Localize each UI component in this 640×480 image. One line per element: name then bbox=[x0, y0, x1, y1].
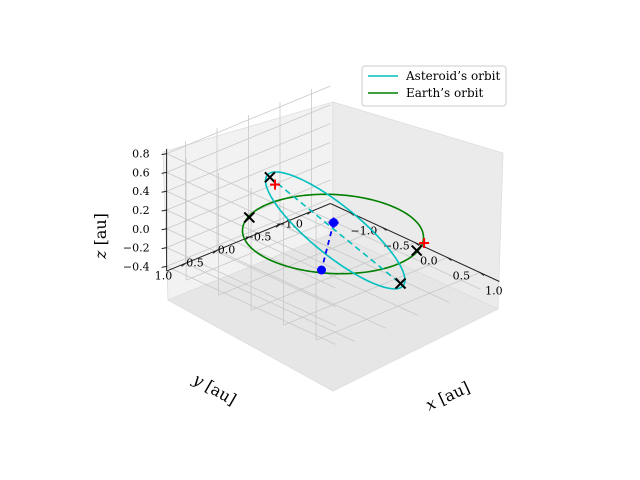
y-tick-label: 0.0 bbox=[218, 243, 236, 256]
y-tick bbox=[307, 210, 312, 215]
grid-floor-y bbox=[216, 249, 387, 329]
z-tick bbox=[161, 265, 167, 268]
z-tick bbox=[161, 209, 167, 212]
grid-wall-z-right bbox=[166, 190, 336, 270]
y-tick-label: −1.0 bbox=[276, 217, 303, 230]
grid-wall-z-left bbox=[166, 104, 331, 173]
z-tick bbox=[161, 190, 167, 193]
grid-wall-z-left bbox=[166, 198, 331, 267]
x-tick bbox=[382, 227, 387, 231]
grid-floor-y bbox=[311, 210, 481, 290]
x-marker bbox=[243, 211, 256, 224]
floor-pane bbox=[167, 232, 499, 392]
z-tick bbox=[161, 228, 167, 231]
blue-point-marker bbox=[317, 265, 326, 275]
grid-lines bbox=[166, 85, 481, 345]
grid-wall-z-right bbox=[166, 266, 336, 345]
tick-labels: −1.0−0.50.00.51.0−1.0−0.50.00.51.0−0.4−0… bbox=[123, 148, 503, 298]
x-tick-label: 0.0 bbox=[420, 255, 438, 268]
y-tick-label: 1.0 bbox=[155, 269, 173, 282]
x-marker bbox=[410, 244, 423, 257]
orbit-markers bbox=[243, 171, 430, 290]
grid-floor-y bbox=[248, 236, 418, 316]
grid-wall-z-left bbox=[166, 123, 331, 192]
grid-wall-z-right bbox=[166, 228, 336, 308]
x-tick bbox=[479, 272, 485, 276]
grid-wall-z-right bbox=[166, 247, 336, 326]
grid-wall-z-right bbox=[166, 172, 336, 251]
x-marker bbox=[394, 277, 407, 290]
z-tick-label: 0.6 bbox=[132, 166, 150, 179]
x-marker bbox=[264, 171, 276, 184]
axis-lines bbox=[161, 148, 500, 282]
z-tick-label: 0.4 bbox=[132, 185, 150, 198]
grid-wall-z-left bbox=[166, 85, 331, 154]
grid-wall-z-left bbox=[166, 179, 331, 248]
z-tick-label: −0.4 bbox=[123, 260, 150, 273]
grid-wall-z-right bbox=[166, 153, 336, 232]
z-tick-label: 0.8 bbox=[132, 148, 150, 161]
z-tick bbox=[161, 153, 167, 156]
z-tick-label: 0.2 bbox=[132, 204, 150, 217]
y-tick bbox=[212, 249, 218, 254]
grid-wall-z-left bbox=[166, 142, 331, 211]
x-tick bbox=[414, 242, 420, 246]
grid-wall-z-right bbox=[166, 209, 336, 289]
z-tick-label: 0.0 bbox=[132, 223, 150, 236]
z-tick bbox=[161, 247, 167, 250]
x-tick-label: −1.0 bbox=[351, 225, 378, 238]
blue-dashed-line bbox=[320, 222, 335, 271]
y-tick-label: −0.5 bbox=[245, 230, 272, 243]
grid-wall-z-left bbox=[166, 160, 331, 230]
z-tick-label: −0.2 bbox=[123, 242, 150, 255]
legend: Asteroid’s orbit Earth’s orbit bbox=[361, 65, 507, 107]
earth-orbit-line bbox=[241, 193, 425, 275]
x-tick-label: 0.5 bbox=[453, 270, 471, 283]
legend-asteroid-label: Asteroid’s orbit bbox=[405, 69, 500, 83]
y-tick-label: 0.5 bbox=[186, 256, 204, 269]
grid-floor-y bbox=[185, 262, 355, 342]
x-axis-label: x [au] bbox=[423, 378, 473, 415]
line-of-nodes bbox=[269, 176, 402, 285]
legend-earth-label: Earth’s orbit bbox=[406, 86, 483, 100]
y-tick bbox=[275, 223, 281, 228]
z-tick bbox=[161, 171, 167, 174]
z-axis-label: z [au] bbox=[91, 213, 110, 260]
x-tick bbox=[349, 212, 355, 216]
y-tick bbox=[181, 262, 186, 267]
y-axis-label: y [au] bbox=[189, 369, 240, 409]
x-tick bbox=[447, 257, 452, 261]
x-tick-label: 1.0 bbox=[485, 285, 503, 298]
